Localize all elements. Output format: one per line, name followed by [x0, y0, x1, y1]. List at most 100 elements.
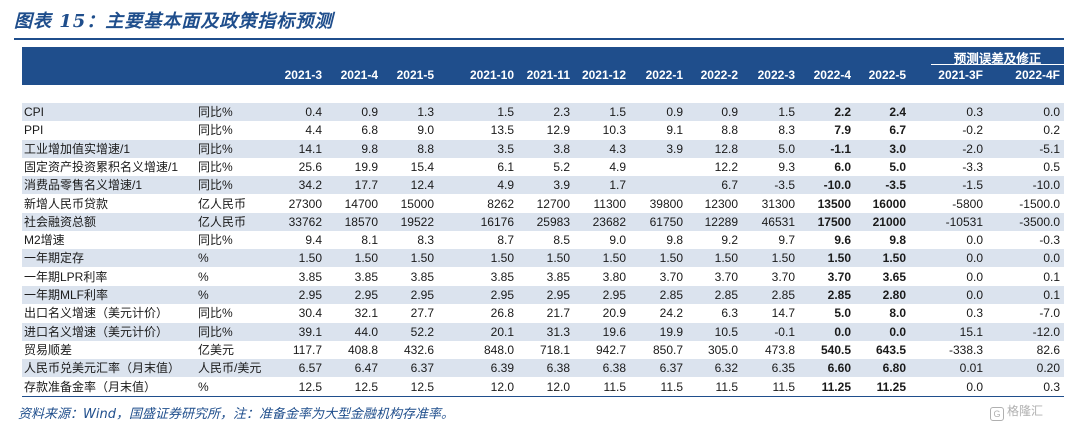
- value-cell: 305.0: [707, 342, 738, 357]
- value-cell: 3.85: [298, 269, 322, 284]
- value-cell: 11.5: [772, 379, 795, 394]
- watermark: G 格隆汇: [990, 402, 1043, 421]
- value-cell: 14.7: [771, 306, 795, 321]
- indicator-name: 进口名义增速（美元计价）: [24, 324, 169, 339]
- table-row: 存款准备金率（月末值）% 12.5 12.5 12.5 12.0 12.0 11.5 11.5…: [22, 378, 1064, 396]
- value-cell: 12.5: [298, 379, 322, 394]
- value-cell: 31.3: [546, 324, 570, 339]
- value-cell: 12.4: [410, 178, 434, 193]
- unit-label: 亿美元: [198, 342, 235, 357]
- value-cell: 1.50: [298, 251, 322, 266]
- value-cell: 1.50: [714, 251, 738, 266]
- value-cell: 5.2: [553, 159, 570, 174]
- column-header: 2021-3: [284, 68, 322, 82]
- value-cell: 14700: [344, 196, 378, 211]
- value-cell: 20.1: [490, 324, 514, 339]
- value-cell: 6.80: [882, 361, 906, 376]
- value-cell: 33762: [288, 214, 322, 229]
- table-row: 社会融资总额 亿人民币 33762 18570 19522 16176 25983 23682…: [22, 212, 1064, 231]
- table-row: 一年期定存% 1.50 1.50 1.50 1.50 1.50 1.50 1.50 1.50 1.…: [22, 249, 1064, 268]
- value-cell: 6.57: [298, 361, 322, 376]
- value-cell: -12.0: [1032, 324, 1060, 339]
- unit-label: 同比%: [198, 324, 233, 339]
- indicator-name: 存款准备金率（月末值）: [24, 379, 157, 394]
- value-cell: 9.0: [609, 233, 626, 248]
- value-cell: 5.0: [889, 159, 906, 174]
- table-row: 固定资产投资累积名义增速/1 同比% 25.6 19.9 15.4 6.1 5.2 4.9 12…: [22, 158, 1064, 176]
- value-cell: 6.37: [410, 361, 434, 376]
- table-row: 人民币兑美元汇率（月末值） 人民币/美元 6.57 6.47 6.37 6.39 6.38 6…: [22, 359, 1064, 378]
- value-cell: 0.0: [966, 251, 983, 266]
- indicator-name: 消费品零售名义增速/1: [24, 178, 143, 193]
- unit-label: 同比%: [198, 123, 233, 138]
- value-cell: 3.85: [410, 269, 434, 284]
- value-cell: 2.95: [490, 288, 514, 302]
- value-cell: 473.8: [764, 342, 795, 357]
- indicator-name: 人民币兑美元汇率（月末值）: [24, 361, 181, 376]
- table-row: 一年期MLF利率% 2.95 2.95 2.95 2.95 2.95 2.95 2.85 2.8…: [22, 286, 1064, 304]
- value-cell: 11.5: [715, 379, 738, 394]
- value-cell: 6.7: [721, 178, 738, 193]
- value-cell: 6.8: [361, 123, 378, 138]
- value-cell: 2.95: [546, 288, 570, 302]
- table-row: 新增人民币贷款 亿人民币 27300 14700 15000 8262 12700 11300…: [22, 195, 1064, 213]
- value-cell: 1.50: [659, 251, 683, 266]
- unit-label: %: [198, 379, 209, 394]
- value-cell: 0.0: [966, 379, 983, 394]
- table-row: CPI 同比% 0.4 0.9 1.3 1.5 2.3 1.5 0.9 0.9 1.5 2.2 2.4 0…: [22, 103, 1064, 121]
- value-cell: 19522: [400, 214, 434, 229]
- value-cell: 8.8: [721, 123, 738, 138]
- value-cell: 34.2: [298, 178, 322, 193]
- value-cell: 1.50: [354, 251, 378, 266]
- value-cell: 2.85: [827, 288, 851, 302]
- value-cell: 9.7: [778, 233, 795, 248]
- value-cell: 12.0: [546, 379, 570, 394]
- value-cell: 25.6: [298, 159, 322, 174]
- indicator-name: 新增人民币贷款: [24, 196, 109, 211]
- value-cell: [627, 176, 683, 194]
- value-cell: -0.2: [962, 123, 983, 138]
- value-cell: [627, 158, 683, 176]
- value-cell: -10531: [945, 214, 983, 229]
- value-cell: 6.35: [771, 361, 795, 376]
- value-cell: 19.9: [354, 159, 378, 174]
- value-cell: 21000: [872, 214, 906, 229]
- value-cell: 7.9: [834, 123, 851, 138]
- value-cell: 2.85: [771, 288, 795, 302]
- value-cell: 1.50: [882, 251, 906, 266]
- table-header: [22, 47, 1064, 85]
- value-cell: 0.0: [889, 324, 906, 339]
- value-cell: 0.9: [361, 105, 378, 119]
- value-cell: 2.95: [354, 288, 378, 302]
- unit-label: 亿人民币: [198, 214, 247, 229]
- value-cell: 0.1: [1043, 269, 1060, 284]
- value-cell: 9.4: [305, 233, 322, 248]
- value-cell: 8.1: [361, 233, 378, 248]
- indicator-name: 出口名义增速（美元计价）: [24, 306, 169, 321]
- value-cell: 24.2: [659, 306, 683, 321]
- column-header: 2021-11: [526, 68, 570, 82]
- value-cell: 117.7: [292, 342, 322, 357]
- value-cell: -3.5: [774, 178, 795, 193]
- table-row: PPI 同比% 4.4 6.8 9.0 13.5 12.9 10.3 9.1 8.8 8.3 7.9 6…: [22, 121, 1064, 139]
- indicator-name: 贸易顺差: [24, 342, 73, 357]
- value-cell: 12.0: [490, 379, 514, 394]
- value-cell: 3.85: [354, 269, 378, 284]
- value-cell: 4.9: [609, 159, 626, 174]
- unit-label: 人民币/美元: [198, 361, 262, 376]
- value-cell: 6.38: [602, 361, 626, 376]
- value-cell: -10.0: [823, 178, 851, 193]
- value-cell: 12.9: [546, 123, 570, 138]
- value-cell: 6.37: [659, 361, 683, 376]
- value-cell: 0.20: [1036, 361, 1060, 376]
- value-cell: 0.5: [1043, 159, 1060, 174]
- value-cell: 12700: [536, 196, 570, 211]
- unit-label: %: [198, 251, 209, 266]
- value-cell: 17500: [817, 214, 851, 229]
- value-cell: 16000: [872, 196, 906, 211]
- value-cell: 82.6: [1036, 342, 1060, 357]
- value-cell: 14.1: [298, 141, 322, 156]
- value-cell: 15.1: [959, 324, 983, 339]
- unit-label: 同比%: [198, 141, 233, 156]
- value-cell: 2.80: [882, 288, 906, 302]
